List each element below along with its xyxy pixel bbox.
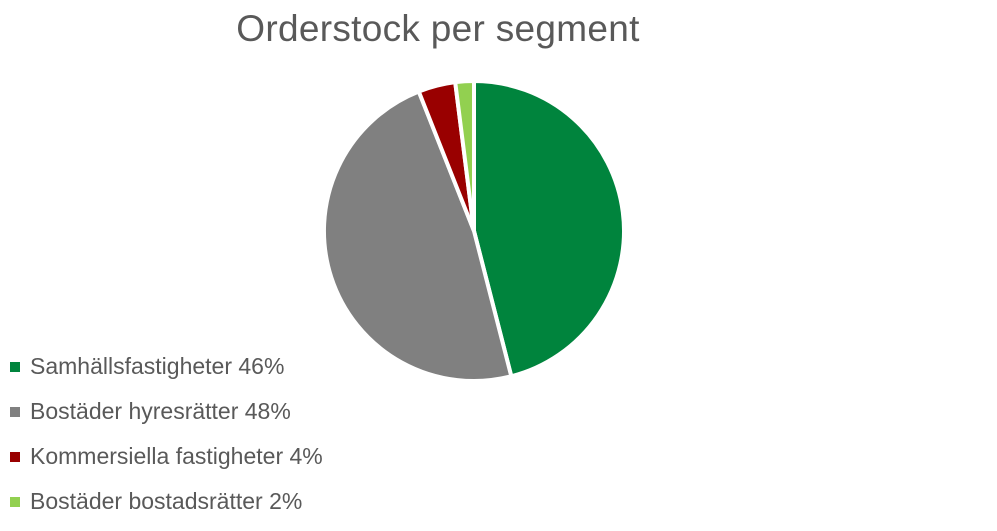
legend-item: Samhällsfastigheter 46% [10, 344, 323, 389]
legend-swatch [10, 496, 20, 507]
legend-swatch [10, 406, 20, 417]
legend: Samhällsfastigheter 46% Bostäder hyresrät… [10, 344, 323, 524]
pie-slice-4 [452, 78, 476, 232]
legend-label: Bostäder bostadsrätter 2% [30, 488, 303, 514]
chart-title: Orderstock per segment [236, 8, 640, 49]
legend-label: Bostäder hyresrätter 48% [30, 398, 291, 424]
legend-item: Kommersiella fastigheter 4% [10, 434, 323, 479]
legend-swatch [10, 361, 20, 372]
legend-label: Kommersiella fastigheter 4% [30, 443, 323, 469]
pie-slice-2 [321, 88, 514, 383]
legend-label: Samhällsfastigheter 46% [30, 353, 285, 379]
legend-swatch [10, 451, 20, 462]
legend-item: Bostäder bostadsrätter 2% [10, 479, 323, 524]
pie-slice-1 [472, 78, 626, 379]
legend-item: Bostäder hyresrätter 48% [10, 389, 323, 434]
